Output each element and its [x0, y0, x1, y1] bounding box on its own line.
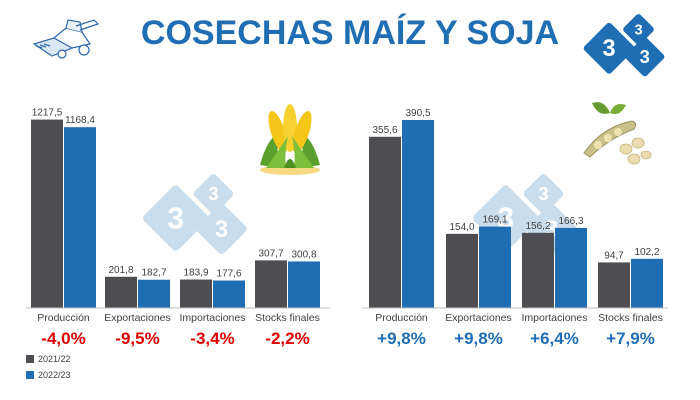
category-label: Exportaciones — [445, 312, 512, 324]
change-label: -4,0% — [41, 329, 85, 348]
legend-item: 2021/22 — [26, 354, 71, 364]
page-title: COSECHAS MAÍZ Y SOJA — [140, 14, 560, 52]
legend-label: 2021/22 — [38, 354, 71, 364]
category-label: Stocks finales — [255, 312, 320, 324]
bar-2021-22 — [31, 119, 63, 308]
logo-diamond — [623, 14, 654, 45]
category-label: Producción — [37, 312, 90, 324]
data-label: 183,9 — [183, 268, 208, 279]
logo-digit: 3 — [603, 36, 616, 62]
legend-label: 2022/23 — [38, 370, 71, 380]
data-label: 201,8 — [108, 265, 133, 276]
bar-2022-23 — [288, 261, 320, 308]
data-label: 1217,5 — [32, 108, 63, 119]
logo-digit: 3 — [167, 201, 184, 235]
logo-digit: 3 — [538, 183, 548, 204]
legend-swatch — [26, 355, 34, 363]
legend-item: 2022/23 — [26, 370, 71, 380]
bar-2022-23 — [631, 258, 663, 308]
logo-digit: 3 — [215, 217, 228, 243]
bar-2022-23 — [213, 280, 245, 308]
harvester-icon — [32, 19, 100, 59]
data-label: 390,5 — [405, 108, 430, 119]
category-label: Importaciones — [180, 312, 246, 324]
bar-2021-22 — [522, 232, 554, 308]
change-label: -9,5% — [115, 329, 159, 348]
change-label: -3,4% — [190, 329, 234, 348]
bar-2021-22 — [369, 136, 401, 308]
legend-swatch — [26, 371, 34, 379]
bar-2021-22 — [105, 276, 137, 308]
bar-2022-23 — [555, 227, 587, 308]
bar-2022-23 — [64, 127, 96, 308]
category-label: Stocks finales — [598, 312, 663, 324]
category-label: Exportaciones — [104, 312, 171, 324]
logo-digit: 3 — [208, 183, 218, 204]
data-label: 355,6 — [372, 125, 397, 136]
data-label: 94,7 — [604, 250, 624, 261]
logo-digit: 3 — [634, 22, 642, 38]
logo-diamond — [523, 174, 564, 214]
logo-diamond — [193, 174, 234, 214]
watermark-logo: 3 3 3 — [143, 174, 247, 255]
bar-2021-22 — [598, 262, 630, 308]
change-label: +9,8% — [377, 329, 426, 348]
bar-2021-22 — [255, 260, 287, 308]
data-label: 154,0 — [449, 222, 474, 233]
corn-icon — [260, 104, 320, 175]
logo-diamond — [625, 37, 665, 77]
bar-2022-23 — [479, 226, 511, 308]
data-label: 177,6 — [216, 269, 241, 280]
bar-2021-22 — [180, 279, 212, 308]
data-label: 307,7 — [258, 248, 283, 259]
bar-2022-23 — [402, 119, 434, 309]
bar-2021-22 — [446, 233, 478, 308]
soybean-icon — [583, 102, 652, 165]
change-label: -2,2% — [265, 329, 309, 348]
data-label: 102,2 — [634, 247, 659, 258]
brand-logo: 3 3 3 — [583, 14, 665, 77]
logo-diamond — [196, 203, 247, 255]
data-label: 182,7 — [141, 268, 166, 279]
category-label: Importaciones — [522, 312, 588, 324]
change-label: +6,4% — [530, 329, 579, 348]
category-label: Producción — [375, 312, 428, 324]
logo-digit: 3 — [640, 46, 650, 67]
change-label: +7,9% — [606, 329, 655, 348]
data-label: 300,8 — [291, 249, 316, 260]
logo-diamond — [583, 22, 635, 74]
data-label: 169,1 — [482, 215, 507, 226]
data-label: 166,3 — [558, 216, 583, 227]
bar-2022-23 — [138, 279, 170, 308]
change-label: +9,8% — [454, 329, 503, 348]
logo-diamond — [143, 185, 209, 251]
data-label: 156,2 — [525, 221, 550, 232]
data-label: 1168,4 — [65, 115, 95, 126]
